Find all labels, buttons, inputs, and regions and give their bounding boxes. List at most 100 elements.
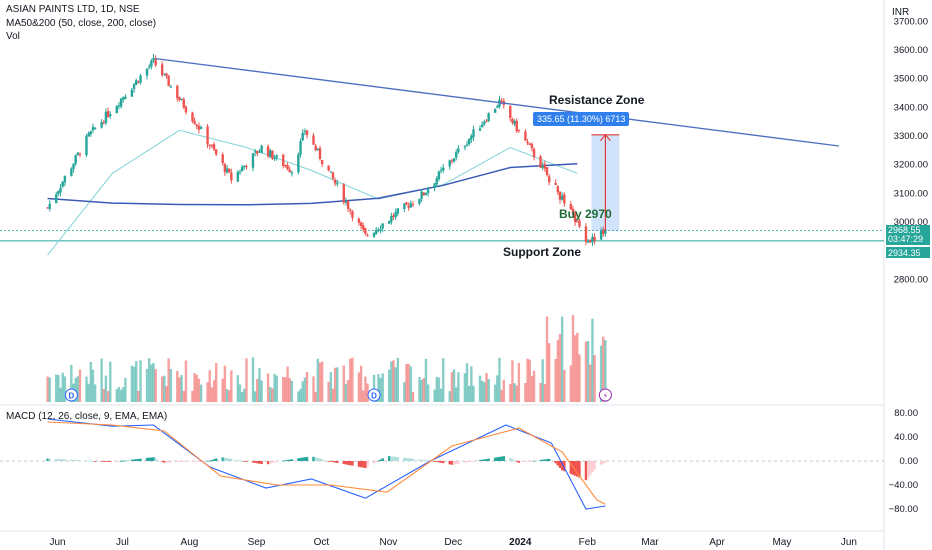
volume-bar — [130, 365, 134, 402]
time-tick-label: Aug — [181, 537, 199, 548]
candle-body — [117, 105, 121, 107]
candle-body — [463, 146, 467, 148]
macd-histogram-bar — [208, 460, 211, 462]
volume-bar — [442, 358, 445, 402]
candle-body — [387, 220, 391, 224]
candle-body — [573, 213, 577, 223]
volume-bar — [403, 382, 406, 402]
macd-histogram-bar — [260, 461, 263, 465]
volume-bar — [530, 375, 534, 402]
volume-bar — [511, 360, 514, 402]
macd-histogram-bar — [184, 461, 188, 462]
macd-legend[interactable]: MACD (12, 26, close, 9, EMA, EMA) — [6, 411, 168, 422]
volume-bar — [243, 388, 246, 402]
volume-bar — [165, 386, 168, 402]
candle-body — [124, 96, 127, 99]
macd-histogram-bar — [407, 458, 410, 461]
volume-bar — [558, 333, 562, 402]
macd-histogram-bar — [273, 461, 276, 463]
volume-bar — [407, 363, 410, 402]
volume-bar — [381, 373, 384, 402]
candle-body — [184, 106, 188, 113]
macd-histogram-bar — [487, 458, 490, 461]
macd-histogram-bar — [165, 461, 168, 463]
volume-bar — [119, 389, 123, 402]
macd-histogram-bar — [169, 461, 173, 463]
candle-body — [599, 230, 603, 240]
vol-legend[interactable]: Vol — [6, 31, 20, 42]
volume-bar — [195, 374, 198, 402]
candle-body — [223, 164, 227, 173]
macd-histogram-bar — [271, 461, 274, 463]
volume-bar — [87, 383, 90, 402]
macd-histogram-bar — [258, 461, 261, 464]
volume-bar — [547, 343, 551, 402]
currency-label[interactable]: INR — [892, 7, 910, 18]
volume-bar — [275, 375, 278, 402]
time-tick-label: Mar — [641, 537, 659, 548]
macd-histogram-bar — [130, 459, 134, 461]
candle-body — [109, 114, 112, 117]
macd-histogram-bar — [342, 461, 345, 465]
macd-histogram-bar — [320, 459, 324, 461]
candle-body — [46, 207, 49, 209]
macd-histogram-bar — [502, 456, 505, 461]
macd-histogram-bar — [560, 461, 564, 471]
volume-bar — [599, 345, 603, 402]
candle-body — [558, 191, 562, 200]
volume-bar — [102, 388, 105, 402]
volume-bar — [392, 360, 395, 402]
candle-body — [238, 171, 242, 173]
macd-tick-label: 40.00 — [894, 432, 918, 443]
symbol-legend[interactable]: ASIAN PAINTS LTD, 1D, NSE — [6, 4, 140, 15]
drawings[interactable]: D D ⚡ — [64, 57, 840, 402]
volume-bar — [349, 358, 352, 402]
volume-bar — [362, 390, 365, 402]
candle-body — [206, 126, 209, 145]
ma-legend[interactable]: MA50&200 (50, close, 200, close) — [6, 18, 157, 29]
macd-histogram-bar — [357, 461, 361, 467]
price-levels — [0, 230, 884, 242]
volume-bar — [439, 388, 443, 402]
macd-histogram-bar — [240, 460, 244, 462]
macd-histogram-bar — [48, 458, 51, 461]
candle-body — [493, 108, 497, 113]
macd-histogram-bar — [359, 461, 363, 468]
macd-histogram-bar — [212, 459, 216, 461]
macd-histogram-bar — [396, 457, 400, 461]
candle-body — [212, 144, 216, 150]
macd-histogram-bar — [455, 461, 458, 465]
grid — [0, 404, 884, 532]
candle-body — [329, 171, 333, 173]
macd-histogram-bar — [122, 460, 125, 462]
macd-histogram-bar — [256, 461, 259, 464]
candle-body — [169, 86, 173, 88]
macd-histogram-bar — [132, 459, 136, 461]
macd-histogram-bar — [318, 458, 322, 461]
price-tick-label: 3300.00 — [894, 131, 928, 142]
macd-histogram-bar — [604, 461, 607, 463]
candle-body — [74, 155, 77, 164]
volume-bar — [591, 318, 594, 402]
macd-histogram-bar — [59, 459, 62, 461]
macd-histogram-bar — [160, 461, 164, 462]
macd-histogram-bar — [57, 459, 60, 461]
volume-bar — [160, 376, 164, 402]
macd-histogram-bar — [392, 456, 395, 461]
candle-body — [351, 211, 354, 218]
price-tick-label: 3700.00 — [894, 16, 928, 27]
candle-body — [182, 99, 185, 108]
candle-body — [515, 120, 518, 132]
macd-histogram-bar — [333, 461, 337, 463]
candle-body — [480, 124, 484, 128]
macd-histogram-bar — [269, 461, 272, 464]
candle-body — [342, 184, 345, 203]
volume-bar — [61, 372, 64, 402]
volume-bar — [288, 378, 291, 402]
volume-bar — [163, 375, 166, 402]
macd-histogram-bar — [150, 457, 153, 461]
candle-body — [403, 203, 406, 209]
candle-body — [409, 203, 413, 208]
volume-bar — [230, 370, 233, 402]
